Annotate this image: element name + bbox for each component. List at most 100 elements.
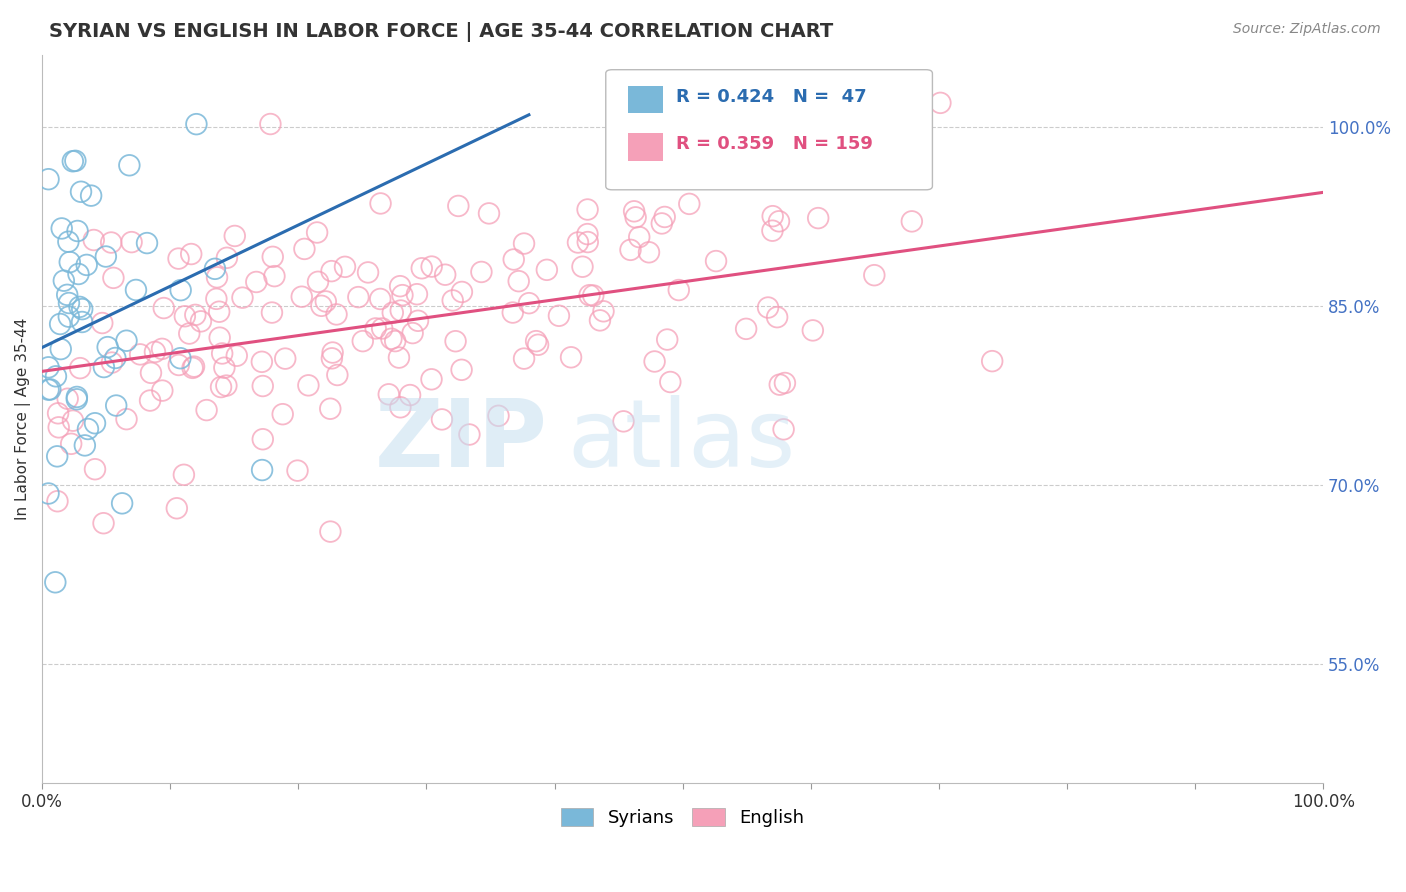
Point xyxy=(863,268,886,283)
Point xyxy=(582,288,605,302)
Point xyxy=(470,265,492,279)
Point xyxy=(444,334,467,349)
Point xyxy=(38,360,60,375)
Bar xyxy=(627,86,664,113)
Point xyxy=(388,351,411,365)
Point xyxy=(150,342,173,356)
Point xyxy=(143,345,166,359)
Point xyxy=(769,377,792,392)
Point xyxy=(91,316,114,330)
Point xyxy=(325,307,347,321)
Point xyxy=(139,393,162,408)
Point xyxy=(458,427,481,442)
Point xyxy=(644,354,666,368)
Point xyxy=(84,462,107,476)
Point xyxy=(659,375,682,389)
Point xyxy=(411,261,433,276)
Point xyxy=(39,383,62,397)
Point xyxy=(83,233,105,247)
Point xyxy=(319,524,342,539)
Point xyxy=(48,420,70,434)
Point xyxy=(136,236,159,251)
Point xyxy=(378,387,401,401)
Point xyxy=(245,275,267,289)
Point xyxy=(364,321,387,335)
Point xyxy=(180,247,202,261)
Point xyxy=(70,302,93,317)
Point xyxy=(208,331,231,345)
Point xyxy=(592,304,614,318)
Point xyxy=(357,265,380,279)
Point xyxy=(576,227,599,241)
Point xyxy=(70,315,93,329)
Point xyxy=(560,351,582,365)
Point xyxy=(77,422,100,436)
Point xyxy=(773,376,796,390)
Point xyxy=(291,290,314,304)
Point xyxy=(69,361,91,376)
Point xyxy=(169,351,191,366)
Point xyxy=(204,261,226,276)
Point xyxy=(46,406,69,420)
Point xyxy=(502,252,524,267)
Point xyxy=(94,250,117,264)
Point xyxy=(756,301,779,315)
Point xyxy=(38,486,60,500)
Text: Source: ZipAtlas.com: Source: ZipAtlas.com xyxy=(1233,22,1381,37)
Point xyxy=(576,202,599,217)
Point xyxy=(623,204,645,219)
Point xyxy=(513,351,536,366)
Point xyxy=(307,226,329,240)
Point xyxy=(66,392,89,407)
Point xyxy=(311,299,333,313)
Point xyxy=(319,401,342,416)
Point xyxy=(167,358,190,372)
Point xyxy=(38,383,60,397)
Point xyxy=(333,260,356,274)
Point xyxy=(121,235,143,249)
Point xyxy=(44,575,66,590)
Point xyxy=(101,355,124,369)
Point xyxy=(571,260,593,274)
Point xyxy=(450,363,472,377)
Point xyxy=(762,209,785,223)
Point xyxy=(211,346,233,360)
Point xyxy=(326,368,349,382)
Point xyxy=(370,196,392,211)
Point xyxy=(981,354,1004,368)
Point xyxy=(252,432,274,446)
Point xyxy=(49,342,72,356)
Point xyxy=(420,372,443,386)
Point xyxy=(929,95,952,110)
Point xyxy=(307,275,329,289)
Point xyxy=(274,351,297,366)
Point xyxy=(654,210,676,224)
Point xyxy=(502,305,524,319)
Point xyxy=(62,414,84,428)
Point xyxy=(807,211,830,226)
Point xyxy=(368,292,391,306)
Point xyxy=(321,351,343,366)
Point xyxy=(263,269,285,284)
Point xyxy=(97,340,120,354)
Point xyxy=(576,235,599,249)
Point xyxy=(65,153,87,168)
Legend: Syrians, English: Syrians, English xyxy=(553,798,814,836)
Point xyxy=(619,243,641,257)
Point xyxy=(52,274,75,288)
Point xyxy=(38,172,60,186)
Point xyxy=(67,267,90,281)
Bar xyxy=(627,133,664,161)
Point xyxy=(173,467,195,482)
Point xyxy=(190,314,212,328)
Point xyxy=(420,260,443,274)
FancyBboxPatch shape xyxy=(606,70,932,190)
Point xyxy=(208,304,231,318)
Point xyxy=(250,463,273,477)
Point xyxy=(111,496,134,510)
Point xyxy=(80,188,103,202)
Point xyxy=(287,464,309,478)
Point xyxy=(169,283,191,297)
Point xyxy=(451,285,474,299)
Point xyxy=(167,252,190,266)
